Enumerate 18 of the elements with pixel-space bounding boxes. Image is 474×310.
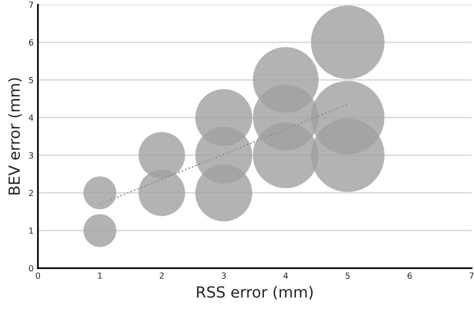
- x-tick-label: 5: [346, 272, 350, 279]
- x-tick-label: 7: [470, 272, 474, 279]
- x-axis-title: RSS error (mm): [197, 286, 313, 300]
- y-tick-label: 5: [29, 77, 34, 84]
- x-tick-label: 0: [36, 272, 40, 279]
- x-tick-label: 3: [222, 272, 226, 279]
- x-tick-label: 6: [408, 272, 412, 279]
- x-tick-label: 1: [98, 272, 102, 279]
- y-tick-label: 0: [29, 265, 34, 272]
- y-tick-label: 2: [29, 190, 33, 196]
- x-tick-label: 4: [284, 272, 288, 279]
- y-tick-label: 1: [29, 228, 33, 234]
- y-axis-title: BEV error (mm): [8, 78, 22, 194]
- y-tick-label: 4: [28, 114, 34, 121]
- y-tick-label: 6: [29, 39, 34, 46]
- y-tick-label: 7: [29, 2, 34, 8]
- x-tick-label: 2: [160, 272, 164, 279]
- y-tick-label: 3: [29, 152, 34, 159]
